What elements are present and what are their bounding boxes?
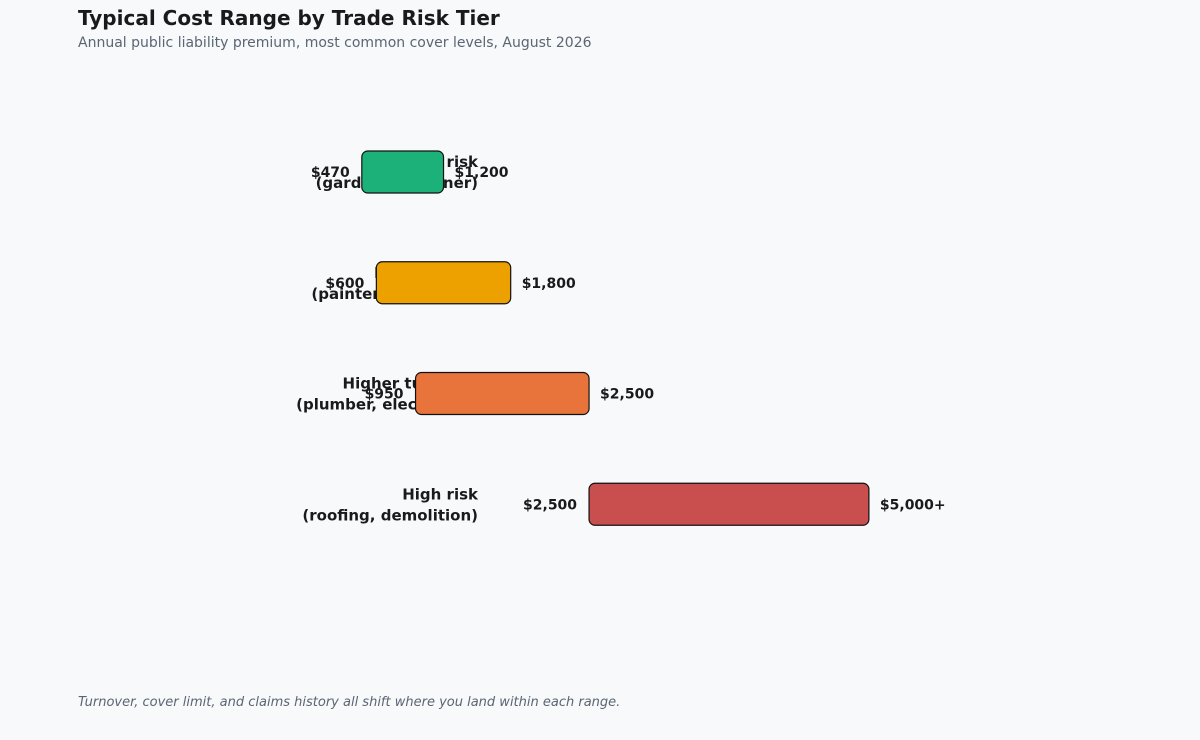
- category-label-line: High risk: [402, 485, 479, 503]
- high-value-label: $2,500: [600, 387, 654, 403]
- chart-title: Typical Cost Range by Trade Risk Tier: [78, 6, 500, 30]
- chart-footnote: Turnover, cover limit, and claims histor…: [78, 695, 621, 710]
- low-value-label: $600: [325, 276, 364, 292]
- range-bar: [414, 371, 590, 416]
- chart-subtitle: Annual public liability premium, most co…: [78, 35, 592, 51]
- range-bar: [588, 482, 870, 526]
- category-label: High risk (roofing, demolition): [302, 485, 479, 524]
- high-value-label: $1,800: [522, 276, 576, 292]
- range-bar: [361, 150, 445, 194]
- low-value-label: $950: [365, 387, 404, 403]
- low-value-label: $2,500: [523, 497, 577, 513]
- category-label-line: (roofing, demolition): [302, 506, 478, 524]
- high-value-label: $5,000+: [880, 497, 946, 513]
- high-value-label: $1,200: [455, 165, 509, 181]
- range-bar: [375, 261, 512, 305]
- low-value-label: $470: [311, 165, 350, 181]
